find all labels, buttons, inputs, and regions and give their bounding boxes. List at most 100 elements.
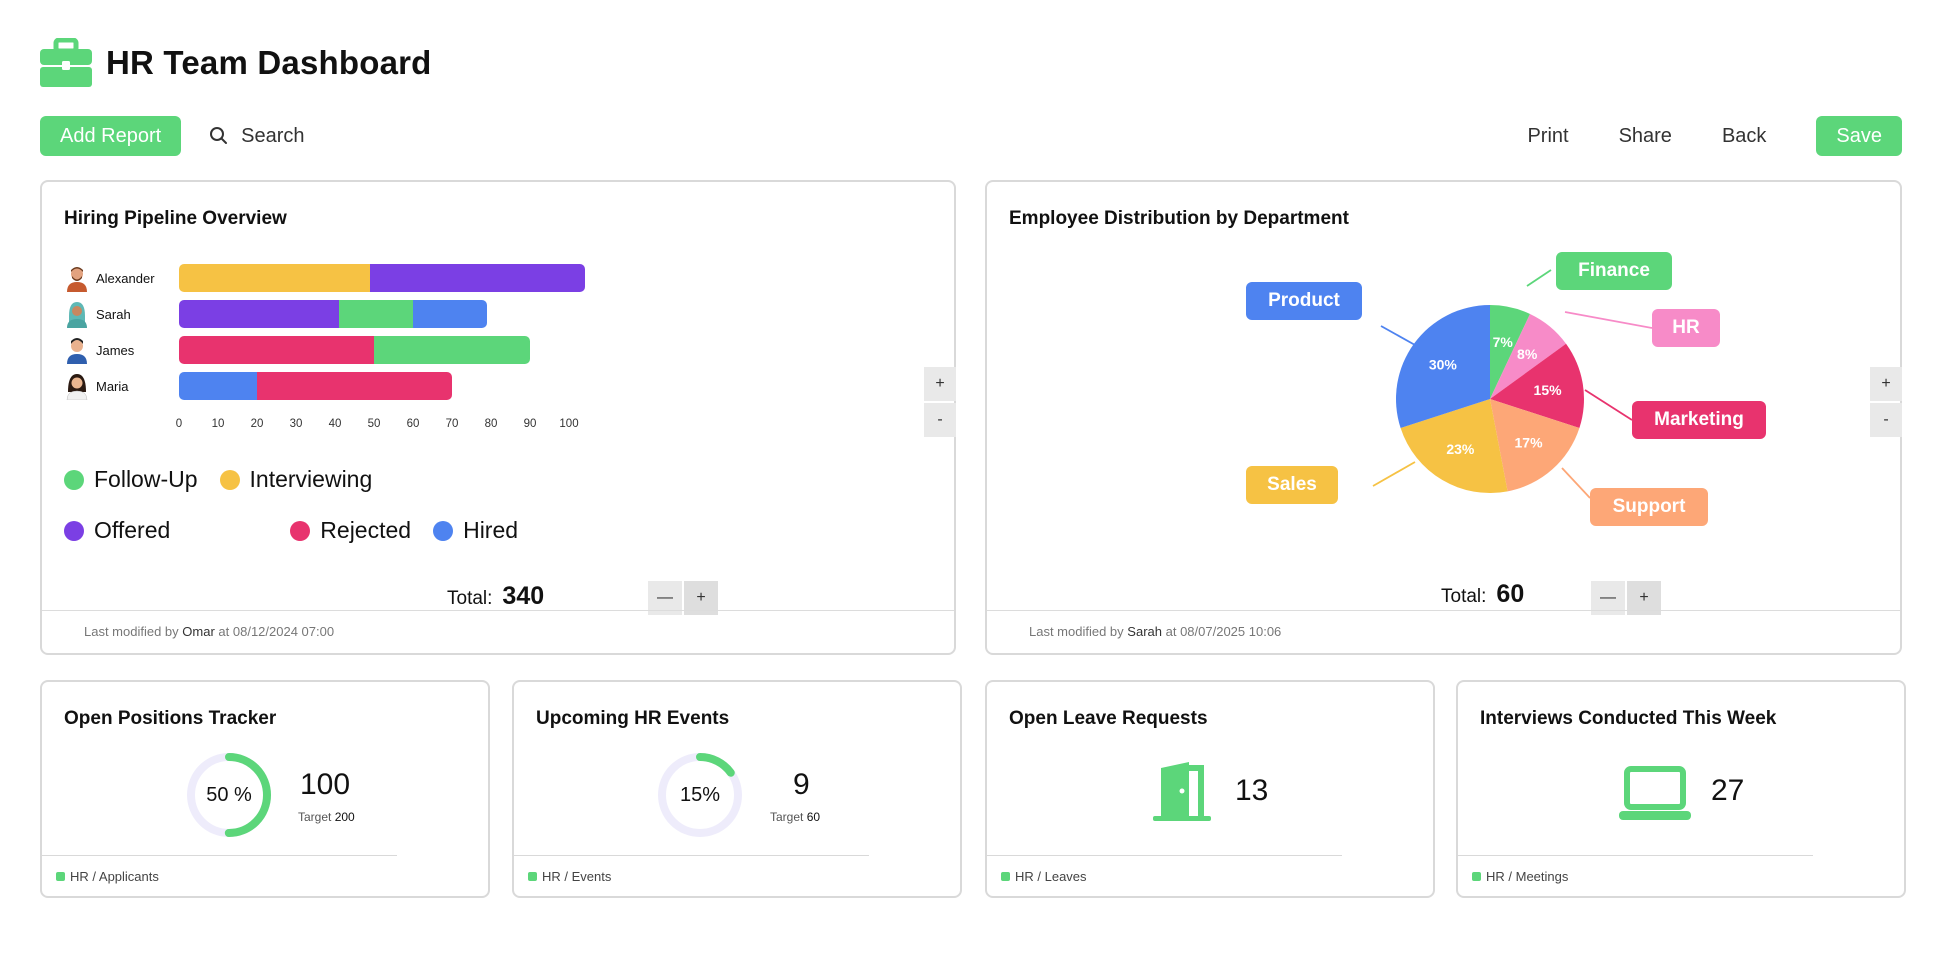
last-modified: Last modified by Sarah at 08/07/2025 10:…	[1029, 624, 1281, 639]
last-modified: Last modified by Omar at 08/12/2024 07:0…	[84, 624, 334, 639]
legend-swatch	[64, 469, 84, 490]
total-value: 60	[1496, 580, 1525, 608]
search-input[interactable]: Search	[209, 124, 305, 148]
kpi-target: Target 60	[770, 810, 820, 824]
footer-divider	[987, 855, 1342, 856]
bar-segment-follow-up	[374, 336, 530, 364]
card-footer: HR / Meetings	[1472, 869, 1568, 884]
kpi-value: 9	[793, 768, 810, 801]
card-title: Open Leave Requests	[1009, 708, 1208, 729]
avatar	[67, 267, 87, 292]
person-name: Maria	[96, 378, 129, 394]
pie-percent-label: 17%	[1515, 435, 1544, 451]
progress-percent: 15%	[679, 784, 721, 806]
save-button[interactable]: Save	[1816, 116, 1902, 156]
pie-percent-label: 30%	[1429, 357, 1458, 373]
legend-item[interactable]: Offered	[64, 505, 170, 556]
total-summary: Total: 60	[1441, 580, 1524, 609]
legend-item[interactable]: Hired	[433, 505, 518, 556]
person-name: Sarah	[96, 306, 131, 322]
person-name: Alexander	[96, 270, 155, 286]
laptop-icon	[1619, 766, 1691, 820]
avatar	[66, 374, 88, 400]
pie-leader-line	[1372, 461, 1416, 487]
bar-row: James	[64, 336, 530, 364]
pie-chart: 7%8% 15% 17% 23% 30%	[1372, 269, 1653, 499]
legend-item[interactable]: Rejected	[290, 505, 411, 556]
increment-button[interactable]: +	[1627, 581, 1661, 615]
decrement-button[interactable]: —	[1591, 581, 1625, 615]
kpi-value: 27	[1711, 774, 1745, 807]
pie-leader-lines	[1372, 269, 1653, 499]
hiring-pipeline-panel: Hiring Pipeline Overview Alexander Sarah…	[40, 180, 956, 655]
bar-segment-rejected	[257, 372, 452, 400]
x-tick-label: 50	[367, 418, 381, 430]
footer-divider	[1458, 855, 1813, 856]
pie-label-product: Product	[1246, 282, 1362, 320]
interviews-card[interactable]: Interviews Conducted This Week 27 HR / M…	[1456, 680, 1906, 898]
bar-segment-rejected	[179, 336, 374, 364]
chart-legend: Follow-Up Interviewing Offered Rejected Hire…	[64, 454, 584, 556]
pie-slice-finance[interactable]	[1490, 305, 1531, 399]
x-tick-label: 70	[445, 418, 459, 430]
share-button[interactable]: Share	[1618, 124, 1672, 147]
last-modified-prefix: Last modified by	[84, 624, 179, 639]
zoom-controls: + -	[924, 367, 956, 437]
zoom-in-button[interactable]: +	[924, 367, 956, 401]
pie-slice-marketing[interactable]	[1490, 343, 1584, 429]
hr-events-card[interactable]: Upcoming HR Events 15% 9 Target 60 HR / …	[512, 680, 962, 898]
pie-slice-support[interactable]	[1490, 399, 1580, 492]
legend-swatch	[219, 469, 240, 490]
leave-requests-card[interactable]: Open Leave Requests 13 HR / Leaves	[985, 680, 1435, 898]
bar-segment-hired	[179, 372, 257, 400]
last-modified-date: at 08/12/2024 07:00	[218, 624, 335, 639]
bar-segment-hired	[412, 300, 488, 328]
avatar	[67, 302, 87, 328]
zoom-out-button[interactable]: -	[924, 403, 956, 437]
zoom-out-button[interactable]: -	[1870, 403, 1902, 437]
status-square	[528, 872, 537, 881]
pie-slice-product[interactable]	[1396, 305, 1490, 429]
pie-percent-label: 8%	[1517, 346, 1538, 362]
legend-item[interactable]: Follow-Up	[64, 454, 198, 505]
bar-segment-offered	[179, 300, 339, 328]
back-button[interactable]: Back	[1721, 124, 1767, 147]
pie-slices	[1396, 305, 1584, 493]
x-tick-label: 20	[250, 418, 264, 430]
print-button[interactable]: Print	[1527, 124, 1569, 147]
x-tick-label: 80	[484, 418, 498, 430]
last-modified-date: at 08/07/2025 10:06	[1165, 624, 1282, 639]
last-modified-prefix: Last modified by	[1029, 624, 1124, 639]
search-placeholder: Search	[241, 124, 305, 147]
progress-ring-fill	[658, 753, 742, 837]
bar-row: Maria	[64, 372, 452, 400]
increment-button[interactable]: +	[684, 581, 718, 615]
progress-ring	[187, 753, 271, 837]
pie-label-marketing: Marketing	[1632, 401, 1766, 439]
progress-ring	[658, 753, 742, 837]
pie-label-hr: HR	[1652, 309, 1720, 347]
pie-slice-hr[interactable]	[1490, 313, 1567, 399]
card-footer: HR / Events	[528, 869, 611, 884]
legend-label: Follow-Up	[94, 466, 198, 492]
total-label: Total:	[447, 588, 493, 609]
pie-slice-sales[interactable]	[1400, 399, 1508, 493]
open-positions-card[interactable]: Open Positions Tracker 50 % 100 Target 2…	[40, 680, 490, 898]
target-value: 60	[806, 810, 821, 824]
briefcase-icon	[40, 38, 92, 87]
toolbar: Add Report Search Print Share Back Save	[40, 116, 1902, 156]
x-tick-label: 100	[559, 418, 579, 430]
last-modified-user: Sarah	[1127, 624, 1162, 639]
decrement-button[interactable]: —	[648, 581, 682, 615]
total-value: 340	[502, 582, 545, 610]
zoom-in-button[interactable]: +	[1870, 367, 1902, 401]
x-tick-label: 10	[211, 418, 225, 430]
status-square	[56, 872, 65, 881]
page-title: HR Team Dashboard	[106, 44, 432, 81]
legend-label: Rejected	[320, 517, 412, 543]
add-report-button[interactable]: Add Report	[40, 116, 182, 156]
stacked-bar	[179, 264, 585, 292]
legend-item[interactable]: Interviewing	[219, 454, 372, 505]
door-icon	[1153, 762, 1211, 821]
footer-divider	[42, 610, 954, 611]
